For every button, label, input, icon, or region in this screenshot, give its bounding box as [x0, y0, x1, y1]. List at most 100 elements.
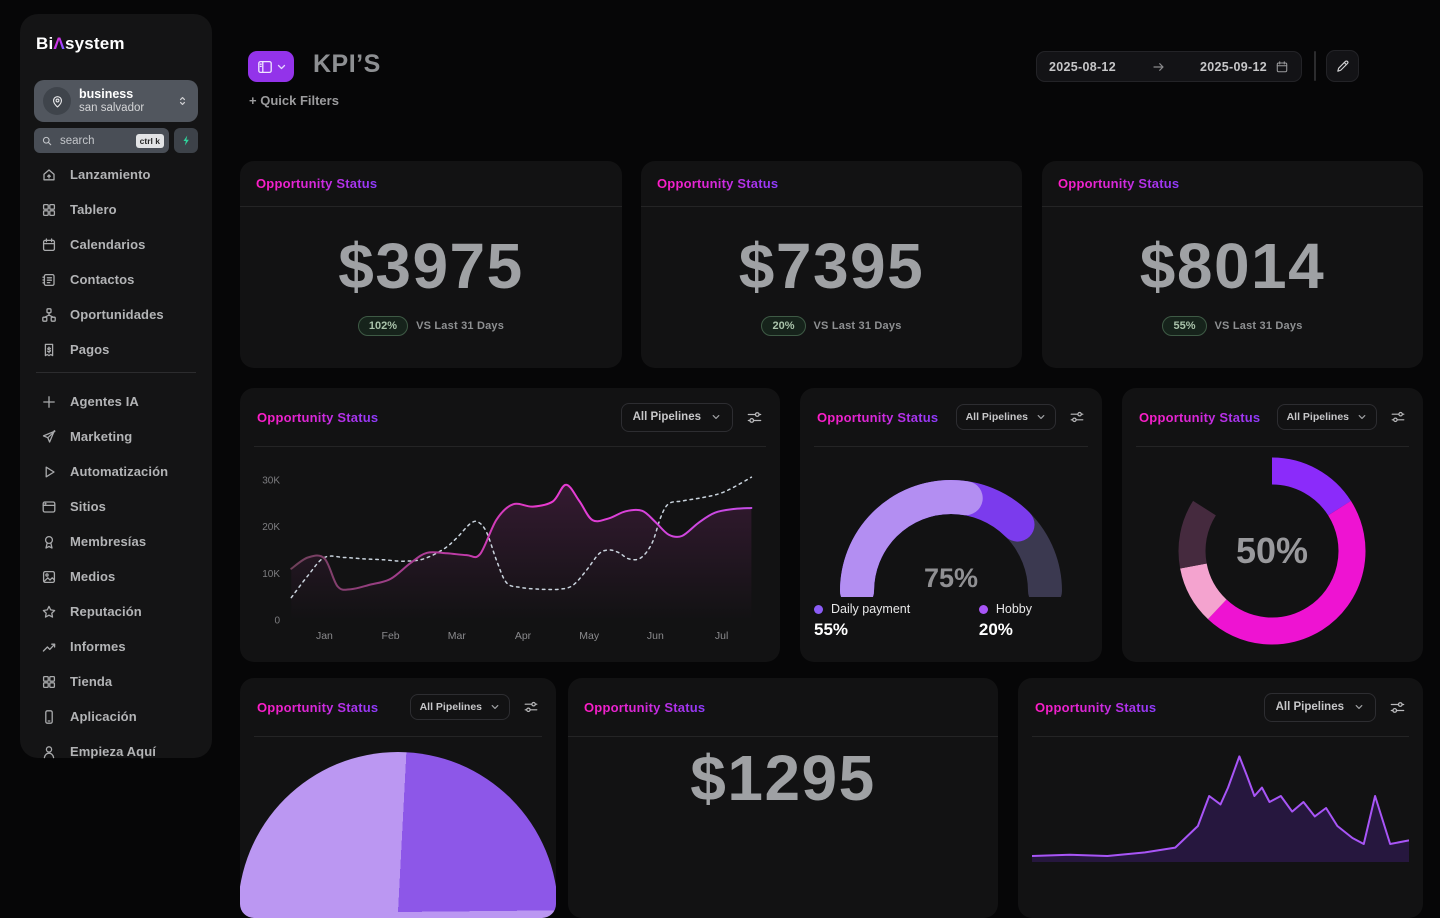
card-title: Opportunity Status	[584, 699, 706, 715]
pie-chart-card: Opportunity Status All Pipelines	[240, 678, 556, 918]
kpi-value: $8014	[1139, 230, 1326, 302]
arrow-right-icon	[1151, 60, 1166, 74]
sidebar-item-automatizacion[interactable]: Automatización	[34, 454, 198, 489]
svg-text:30K: 30K	[262, 476, 280, 487]
calendar-icon	[1275, 60, 1289, 74]
brand-logo: BiΛsystem	[36, 34, 125, 54]
quick-filters-button[interactable]: + Quick Filters	[249, 93, 339, 108]
legend-dot	[978, 604, 988, 614]
pipelines-dropdown[interactable]: All Pipelines	[1276, 404, 1377, 430]
sidebar-item-pagos[interactable]: Pagos	[34, 332, 198, 367]
edit-dashboard-button[interactable]	[1326, 50, 1359, 82]
calendar-icon	[41, 237, 57, 253]
filter-sliders-icon[interactable]	[1069, 409, 1085, 425]
kpi-change-badge: 55%	[1162, 316, 1207, 336]
sidebar-item-empieza-aqui[interactable]: Empieza Aquí	[34, 734, 198, 769]
chevron-down-icon	[1358, 415, 1366, 419]
sidebar-item-calendarios[interactable]: Calendarios	[34, 227, 198, 262]
svg-text:May: May	[579, 630, 600, 642]
card-header: Opportunity Status All Pipelines	[254, 678, 542, 737]
gauge-legend: Daily payment 55% Hobby 20%	[800, 602, 1102, 640]
filter-sliders-icon[interactable]	[1390, 409, 1406, 425]
workspace-location: san salvador	[79, 101, 145, 114]
card-header: Opportunity Status	[568, 678, 998, 737]
filter-sliders-icon[interactable]	[746, 409, 763, 426]
sidebar-nav-primary: Lanzamiento Tablero Calendarios Contactos Op…	[34, 157, 198, 367]
sidebar-item-oportunidades[interactable]: Oportunidades	[34, 297, 198, 332]
line-chart: 0 10K 20K 30K Jan Feb Mar Apr May Jun Jul	[262, 476, 753, 642]
sidebar-divider	[36, 372, 196, 373]
mini-line-chart	[1032, 742, 1409, 862]
date-from-value[interactable]: 2025-08-12	[1049, 59, 1116, 74]
brand-suffix: system	[64, 34, 125, 53]
chevron-down-icon	[1355, 705, 1363, 709]
kpi-body: $7395 20% VS Last 31 Days	[641, 207, 1022, 336]
pie-chart	[240, 752, 556, 918]
card-header: Opportunity Status All Pipelines	[814, 388, 1088, 447]
sidebar-item-sitios[interactable]: Sitios	[34, 489, 198, 524]
dashboard-switcher-button[interactable]	[248, 51, 294, 82]
workspace-selector[interactable]: business san salvador	[34, 80, 198, 122]
sidebar-item-membresias[interactable]: Membresías	[34, 524, 198, 559]
user-icon	[41, 744, 57, 760]
legend-label: Hobby	[995, 602, 1032, 616]
date-to-value[interactable]: 2025-09-12	[1200, 59, 1267, 74]
plus-icon	[41, 394, 57, 410]
sidebar-item-agentes-ia[interactable]: Agentes IA	[34, 384, 198, 419]
kpi-dashboard: { "brand": {"prefix": "Bi", "accent": "Λ…	[20, 14, 1423, 918]
legend-dot	[814, 604, 823, 614]
sidebar-item-tienda[interactable]: Tienda	[34, 664, 198, 699]
card-header: Opportunity Status All Pipelines	[254, 388, 766, 447]
quick-action-bolt-button[interactable]	[174, 128, 198, 153]
card-header: Opportunity Status All Pipelines	[1032, 678, 1409, 737]
legend-item: Daily payment 55%	[814, 602, 910, 640]
card-title: Opportunity Status	[257, 409, 379, 425]
card-header: Opportunity Status	[1042, 161, 1423, 207]
chevron-down-icon	[277, 63, 286, 71]
card-header: Opportunity Status	[240, 161, 622, 207]
sidebar-item-lanzamiento[interactable]: Lanzamiento	[34, 157, 198, 192]
gauge-chart-card: Opportunity Status All Pipelines 75% Dai…	[800, 388, 1102, 662]
sidebar-nav-secondary: Agentes IA Marketing Automatización Sitios M…	[34, 384, 198, 769]
sidebar-item-marketing[interactable]: Marketing	[34, 419, 198, 454]
kpi-value: $7395	[738, 230, 925, 302]
card-title: Opportunity Status	[1139, 409, 1261, 425]
kpi-change-badge: 20%	[761, 316, 806, 336]
sidebar-item-aplicacion[interactable]: Aplicación	[34, 699, 198, 734]
card-title: Opportunity Status	[256, 176, 378, 191]
star-icon	[41, 604, 57, 620]
sidebar-item-contactos[interactable]: Contactos	[34, 262, 198, 297]
date-range-picker[interactable]: 2025-08-12 2025-09-12	[1036, 51, 1302, 82]
workspace-name: business	[79, 86, 134, 101]
pipelines-dropdown-label: All Pipelines	[419, 701, 482, 713]
kpi-body: $8014 55% VS Last 31 Days	[1042, 207, 1423, 336]
search-input-wrap[interactable]: ctrl k	[34, 128, 169, 153]
pipelines-dropdown[interactable]: All Pipelines	[1263, 692, 1376, 722]
card-title: Opportunity Status	[1035, 699, 1157, 715]
grid-icon	[41, 674, 57, 690]
home-icon	[41, 167, 57, 183]
svg-text:Feb: Feb	[382, 630, 400, 642]
pipelines-dropdown[interactable]: All Pipelines	[409, 694, 510, 720]
sidebar-item-medios[interactable]: Medios	[34, 559, 198, 594]
svg-text:Jan: Jan	[316, 630, 333, 642]
kpi-change-badge: 102%	[357, 316, 409, 336]
mini-line-chart-card: Opportunity Status All Pipelines	[1018, 678, 1423, 918]
sidebar-item-reputacion[interactable]: Reputación	[34, 594, 198, 629]
search-row: ctrl k	[34, 128, 198, 153]
svg-text:50%: 50%	[1236, 530, 1308, 571]
line-chart-card: Opportunity Status All Pipelines 0 10K 20K…	[240, 388, 780, 662]
sidebar-item-tablero[interactable]: Tablero	[34, 192, 198, 227]
workflow-icon	[41, 307, 57, 323]
svg-text:0: 0	[274, 616, 280, 627]
trend-icon	[41, 639, 57, 655]
pipelines-dropdown[interactable]: All Pipelines	[620, 402, 733, 432]
filter-sliders-icon[interactable]	[523, 699, 539, 715]
kpi-card-bottom: Opportunity Status $1295	[568, 678, 998, 918]
svg-text:Apr: Apr	[515, 630, 532, 642]
card-title: Opportunity Status	[817, 409, 939, 425]
sidebar-item-informes[interactable]: Informes	[34, 629, 198, 664]
filter-sliders-icon[interactable]	[1389, 699, 1406, 716]
search-input[interactable]	[58, 133, 120, 148]
pipelines-dropdown[interactable]: All Pipelines	[955, 404, 1056, 430]
